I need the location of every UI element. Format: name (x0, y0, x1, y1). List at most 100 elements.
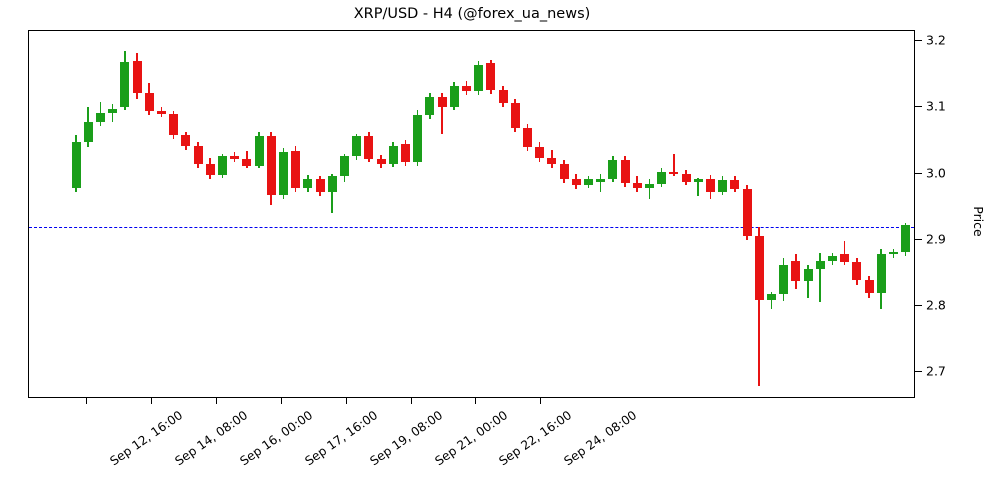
candle-body (376, 158, 386, 165)
candle-body (888, 251, 898, 255)
candle-body (864, 279, 874, 293)
candle-body (522, 128, 532, 148)
candle-body (108, 108, 118, 113)
y-axis-tick-label: 2.7 (926, 363, 946, 379)
candle-body (669, 172, 679, 174)
candle-body (327, 176, 337, 193)
y-axis-tick-label: 3.2 (926, 32, 946, 48)
candle-body (315, 178, 325, 193)
y-axis-tick (915, 39, 922, 41)
x-axis-tick (346, 398, 347, 404)
candle-body (693, 178, 703, 182)
y-axis-tick (915, 172, 922, 174)
candle-wick (758, 226, 760, 386)
candle-body (71, 141, 81, 189)
candle-wick (819, 253, 821, 303)
candle-body (278, 152, 288, 195)
y-axis-tick-label: 3.0 (926, 165, 946, 181)
candle-body (718, 180, 728, 193)
candle-body (217, 156, 227, 175)
candle-body (852, 262, 862, 280)
candle-body (632, 182, 642, 189)
chart-title: XRP/USD - H4 (@forex_ua_news) (353, 6, 591, 22)
x-axis-tick (411, 398, 412, 404)
x-axis-tick (216, 398, 217, 404)
candle-body (120, 62, 130, 108)
candle-body (254, 136, 264, 166)
candle-body (644, 184, 654, 189)
y-axis-tick-label: 3.1 (926, 98, 946, 114)
candle-wick (673, 153, 675, 177)
candle-body (266, 136, 276, 195)
candle-body (681, 173, 691, 182)
candle-body (754, 235, 764, 300)
candle-body (242, 158, 252, 166)
y-axis-tick (915, 305, 922, 307)
candle-body (596, 178, 606, 182)
candle-wick (111, 103, 114, 122)
candle-body (400, 144, 410, 162)
candle-body (547, 157, 557, 165)
candle-body (303, 178, 313, 189)
candle-body (156, 111, 166, 114)
candle-body (559, 164, 569, 179)
candle-wick (441, 92, 443, 134)
x-axis-tick (540, 398, 541, 404)
candle-body (291, 151, 301, 189)
candle-body (742, 189, 752, 236)
candle-body (83, 121, 93, 142)
candle-body (364, 136, 374, 159)
candle-body (498, 90, 508, 104)
candle-body (620, 160, 630, 183)
y-axis-tick (915, 106, 922, 108)
candle-wick (648, 178, 651, 199)
candle-wick (770, 291, 773, 309)
candle-body (779, 265, 789, 295)
candle-body (230, 156, 240, 159)
candle-body (876, 254, 886, 293)
candle-body (827, 255, 837, 262)
y-axis-tick-label: 2.8 (926, 297, 946, 313)
candle-body (169, 113, 179, 136)
candle-body (705, 178, 715, 193)
candle-body (205, 164, 215, 175)
candle-body (803, 269, 813, 281)
candle-body (352, 136, 362, 157)
candle-body (474, 64, 484, 92)
candle-body (437, 96, 447, 108)
candle-body (132, 60, 142, 93)
candle-body (901, 225, 911, 252)
candle-body (413, 115, 423, 162)
candle-body (535, 147, 545, 158)
y-axis-label: Price (970, 206, 986, 237)
candle-body (657, 172, 667, 185)
candle-body (608, 160, 618, 179)
candle-body (181, 135, 191, 146)
candle-body (815, 261, 825, 270)
candle-body (449, 86, 459, 108)
candle-body (791, 261, 801, 281)
candle-body (388, 145, 398, 165)
candle-body (766, 294, 776, 300)
x-axis-tick (86, 398, 87, 404)
candle-body (425, 96, 435, 116)
candle-wick (807, 265, 809, 299)
plot-area (28, 30, 915, 398)
candle-body (193, 145, 203, 165)
candle-wick (843, 241, 846, 266)
candle-body (486, 63, 496, 90)
x-axis-tick (151, 398, 152, 404)
candle-body (571, 178, 581, 186)
candle-wick (331, 173, 333, 214)
y-axis-tick (915, 238, 922, 240)
candle-body (461, 86, 471, 92)
candle-body (840, 254, 850, 263)
x-axis-tick (281, 398, 282, 404)
candle-wick (697, 177, 699, 197)
candle-body (583, 178, 593, 186)
price-level-hline (29, 226, 914, 228)
candle-body (339, 156, 349, 177)
candle-body (144, 92, 154, 112)
candle-body (510, 103, 520, 129)
